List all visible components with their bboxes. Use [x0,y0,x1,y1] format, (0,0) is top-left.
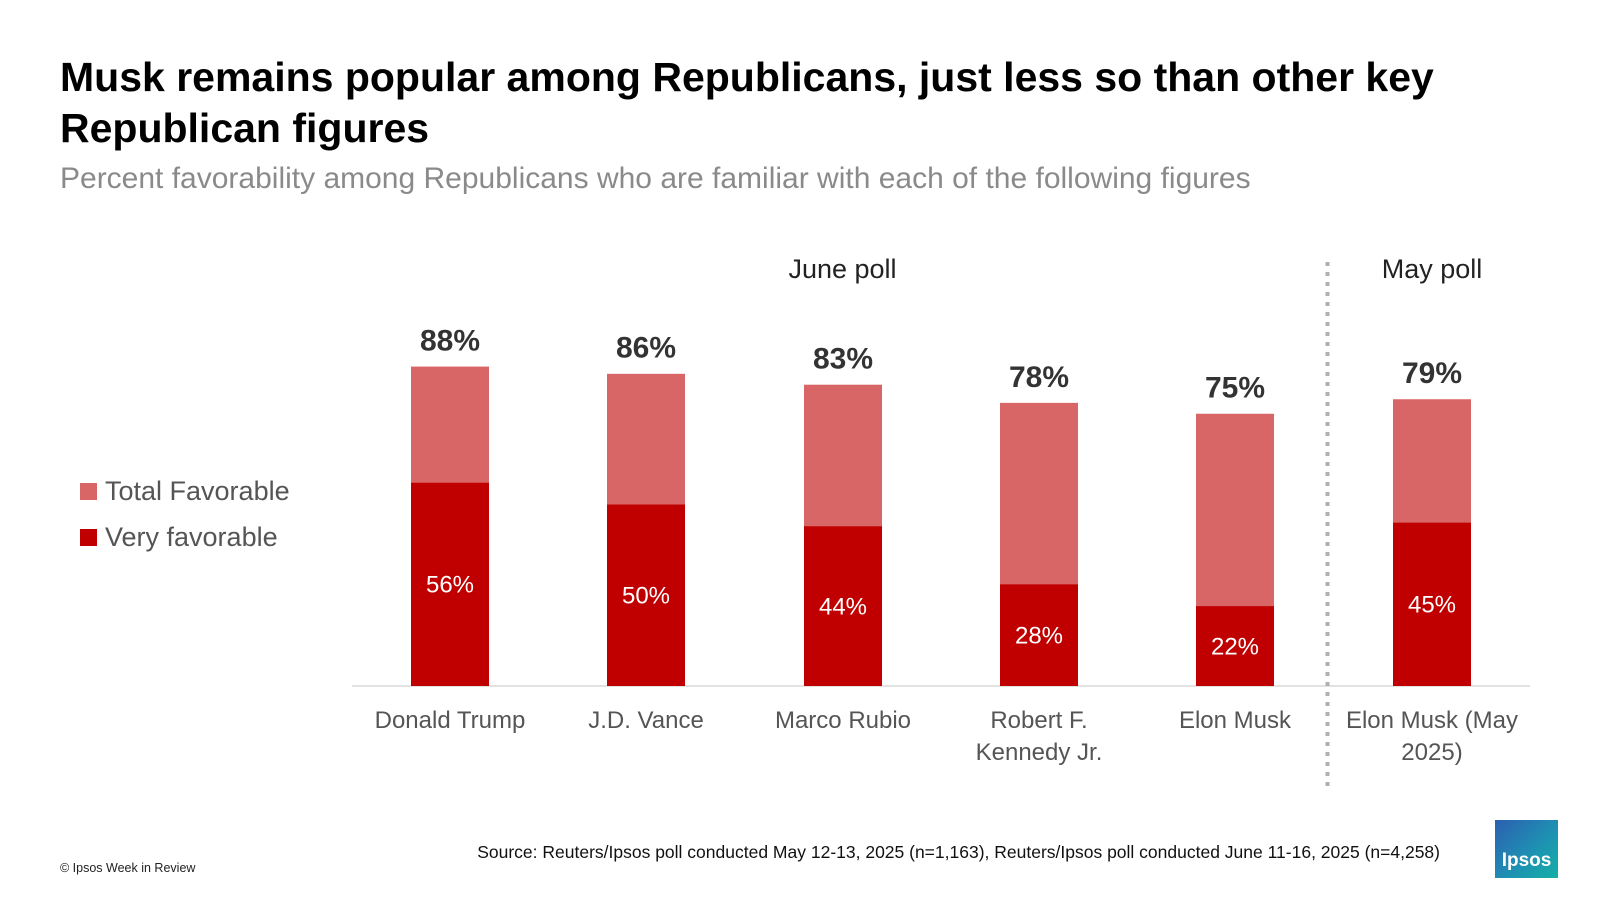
very-label: 44% [819,593,867,620]
x-tick-label: Elon Musk (May 2025) [1345,707,1519,766]
very-label: 45% [1408,592,1456,619]
chart-subtitle: Percent favorability among Republicans w… [60,162,1251,195]
bar [1393,522,1471,686]
total-label: 86% [616,332,676,365]
group-label: June poll [788,254,896,284]
x-tick-label: Elon Musk [1178,707,1292,734]
x-tick-label: Robert F. Kennedy Jr. [975,707,1103,766]
legend-label: Very favorable [105,522,278,552]
bar [804,526,882,686]
total-label: 75% [1205,372,1265,405]
x-tick-label: J.D. Vance [588,707,704,734]
source-note: Source: Reuters/Ipsos poll conducted May… [477,842,1440,862]
total-label: 88% [420,324,480,357]
very-label: 28% [1015,623,1063,650]
total-label: 83% [813,343,873,376]
legend-swatch [80,483,97,500]
very-label: 56% [426,572,474,599]
chart-title: Musk remains popular among Republicans, … [60,54,1434,151]
total-label: 79% [1402,357,1462,390]
bar [1000,584,1078,686]
very-label: 22% [1211,633,1259,660]
legend-label: Total Favorable [105,476,290,506]
logo: Ipsos [1495,820,1558,878]
copyright: © Ipsos Week in Review [60,861,196,875]
bar [607,504,685,686]
x-tick-label: Donald Trump [374,707,526,734]
group-label: May poll [1382,254,1483,284]
legend-swatch [80,529,97,546]
very-label: 50% [622,583,670,610]
bar [411,482,489,686]
x-tick-label: Marco Rubio [774,707,912,734]
total-label: 78% [1009,361,1069,394]
bar [1196,606,1274,686]
